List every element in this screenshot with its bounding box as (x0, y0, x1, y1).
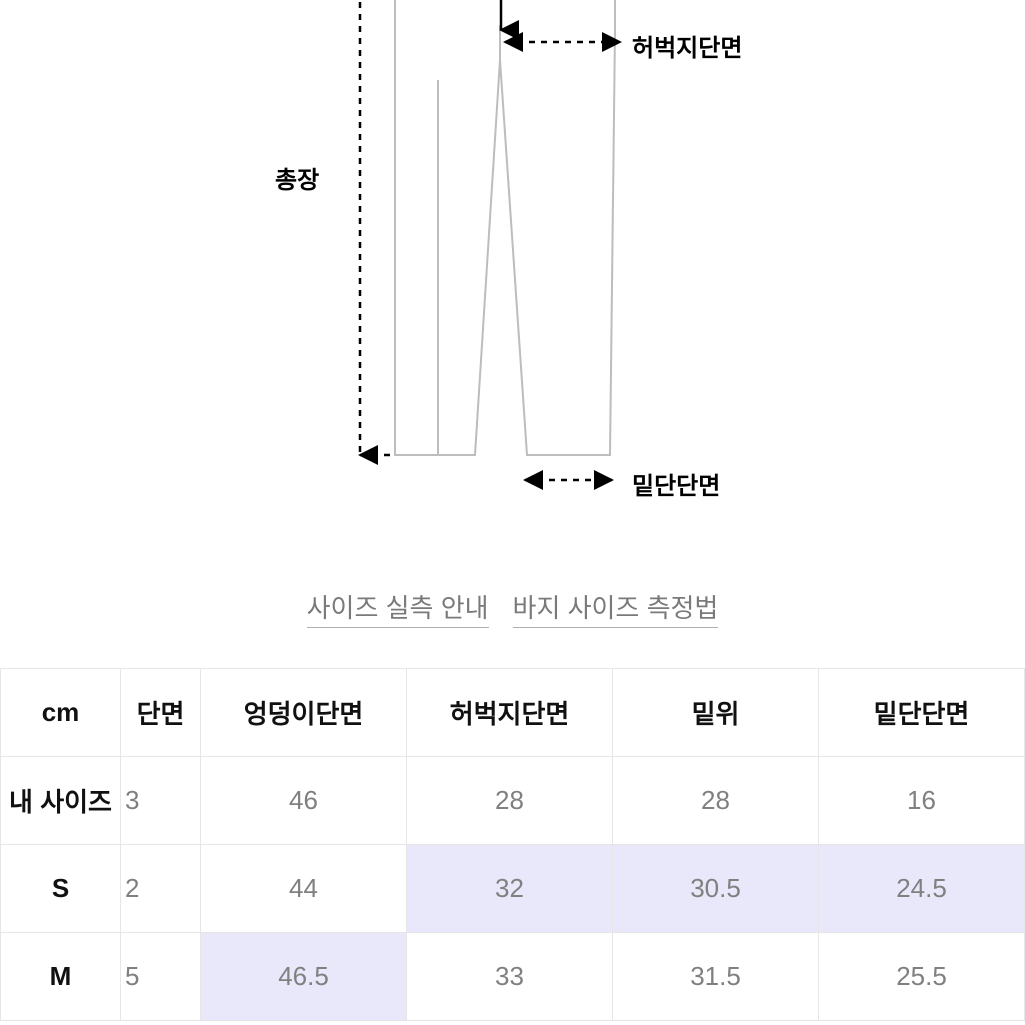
link-measure-how[interactable]: 바지 사이즈 측정법 (513, 588, 719, 628)
label-hem: 밑단단면 (632, 466, 720, 501)
pants-diagram: 허벅지단면 총장 밑단단면 (0, 0, 1025, 540)
cell: 32 (407, 845, 613, 933)
cell: 25.5 (819, 933, 1025, 1021)
row-label: M (1, 933, 121, 1021)
link-size-guide[interactable]: 사이즈 실측 안내 (307, 588, 489, 628)
cell: 28 (613, 757, 819, 845)
cell: 31.5 (613, 933, 819, 1021)
cell: 33 (407, 933, 613, 1021)
col-hem: 밑단단면 (819, 669, 1025, 757)
cell: 24.5 (819, 845, 1025, 933)
cell: 46 (201, 757, 407, 845)
col-cut: 단면 (121, 669, 201, 757)
cell: 28 (407, 757, 613, 845)
table-header-row: cm 단면 엉덩이단면 허벅지단면 밑위 밑단단면 (1, 669, 1025, 757)
row-cut-partial: 5 (121, 933, 201, 1021)
cell: 30.5 (613, 845, 819, 933)
col-thigh: 허벅지단면 (407, 669, 613, 757)
pants-svg (0, 0, 1025, 540)
label-thigh: 허벅지단면 (632, 28, 742, 63)
table-row: S2443230.524.5 (1, 845, 1025, 933)
table-row: M546.53331.525.5 (1, 933, 1025, 1021)
size-table: cm 단면 엉덩이단면 허벅지단면 밑위 밑단단면 내 사이즈346282816… (0, 668, 1025, 1021)
row-label: 내 사이즈 (1, 757, 121, 845)
label-length: 총장 (275, 160, 319, 195)
cell: 46.5 (201, 933, 407, 1021)
table-row: 내 사이즈346282816 (1, 757, 1025, 845)
row-cut-partial: 3 (121, 757, 201, 845)
col-unit: cm (1, 669, 121, 757)
guide-links: 사이즈 실측 안내 바지 사이즈 측정법 (0, 588, 1025, 628)
row-label: S (1, 845, 121, 933)
row-cut-partial: 2 (121, 845, 201, 933)
cell: 44 (201, 845, 407, 933)
cell: 16 (819, 757, 1025, 845)
col-hip: 엉덩이단면 (201, 669, 407, 757)
col-rise: 밑위 (613, 669, 819, 757)
